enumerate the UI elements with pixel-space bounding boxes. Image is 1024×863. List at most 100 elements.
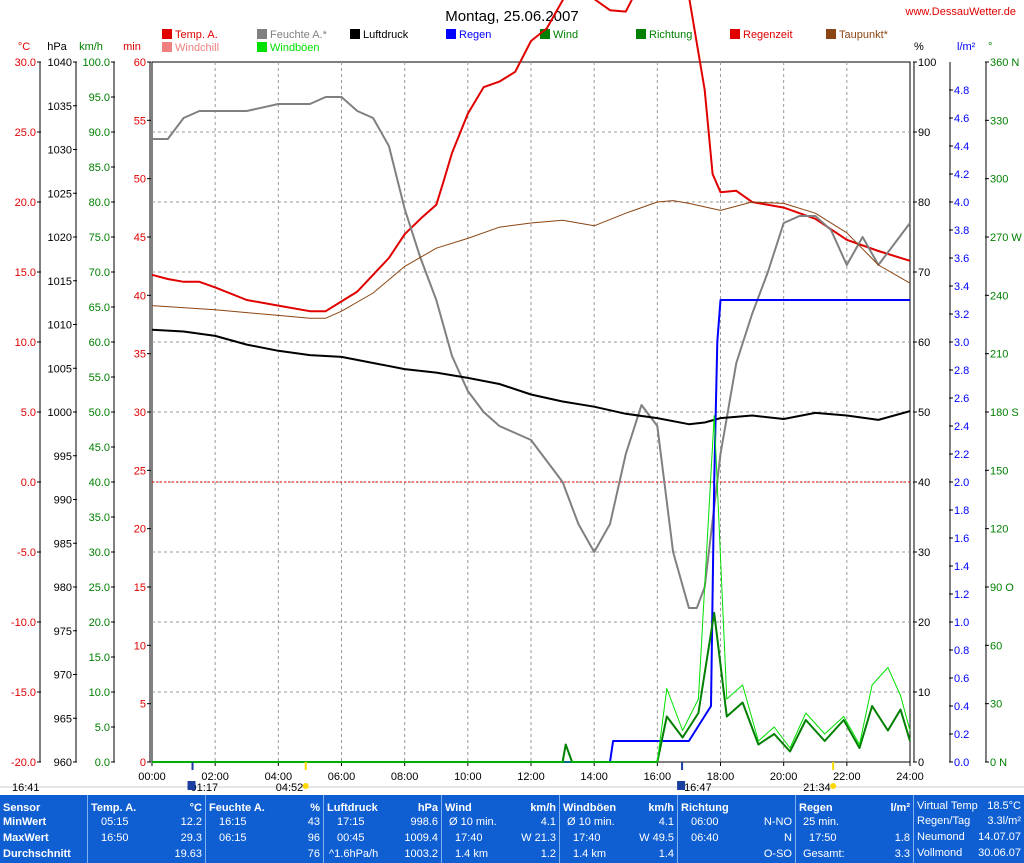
axis-tick-wind: 25.0 [89, 582, 110, 594]
x-tick-label: 00:00 [138, 771, 166, 783]
axis-tick-temp: 15.0 [15, 267, 36, 279]
axis-tick-pressure: 1015 [48, 276, 72, 288]
axis-tick-wind: 60.0 [89, 337, 110, 349]
axis-tick-pressure: 1035 [48, 101, 72, 113]
site-link[interactable]: www.DessauWetter.de [905, 6, 1016, 18]
legend-label: Luftdruck [363, 29, 409, 41]
stats-virtual-temp-label: Virtual Temp [917, 800, 978, 812]
axis-tick-wind: 70.0 [89, 267, 110, 279]
stats-dir-min-time: 06:00 [691, 816, 719, 828]
axis-tick-humidity: 90 [918, 127, 930, 139]
stats-dir-max-time: 06:40 [691, 832, 719, 844]
sun-moon-moonset: 16:41 [12, 782, 40, 794]
axis-tick-wind: 30.0 [89, 547, 110, 559]
stats-full-moon-label: Vollmond [917, 847, 963, 859]
stats-wind: Wind km/h Ø 10 min. 4.1 17:40 W 21.3 1.4 km… [442, 795, 560, 863]
axis-tick-rain: 1.2 [954, 589, 969, 601]
moon-icon [677, 781, 686, 790]
axis-tick-rain: 0.2 [954, 729, 969, 741]
stats-press-max-time: 00:45 [337, 832, 365, 844]
stats-hum-max: 96 [307, 832, 320, 844]
axis-tick-pressure: 1010 [48, 320, 72, 332]
axis-tick-pressure: 1030 [48, 145, 72, 157]
sun-moon-bar: 16:41 01:17 04:52 16:47 21:34 [0, 762, 1024, 794]
stats-temp-title: Temp. A. [91, 802, 137, 814]
axis-tick-wind: 50.0 [89, 407, 110, 419]
axis-tick-minutes: 20 [134, 524, 146, 536]
stats-press-min-time: 17:15 [337, 816, 365, 828]
axis-tick-pressure: 960 [54, 757, 72, 769]
sun-moon-sunset: 21:34 [803, 782, 831, 794]
stats-rain-duration: 25 min. [803, 816, 840, 828]
legend-swatch [162, 42, 172, 52]
axis-tick-temp: 0.0 [21, 477, 36, 489]
axis-tick-minutes: 10 [134, 640, 146, 652]
axis-tick-humidity: 100 [918, 57, 936, 69]
stats-wind-title: Wind [445, 802, 472, 814]
stats-sensor-title: Sensor [3, 802, 41, 814]
stats-wind-avg: 1.2 [540, 848, 556, 860]
x-tick-label: 10:00 [454, 771, 482, 783]
axis-tick-rain: 4.6 [954, 113, 969, 125]
series-luftdruck [151, 328, 911, 426]
axis-tick-direction: 360 N [990, 57, 1019, 69]
stats-extra: Virtual Temp 18.5°C Regen/Tag 3.3l/m² Neum… [914, 795, 1024, 863]
axis-tick-direction: 150 [990, 465, 1008, 477]
sun-moon-moon-event: 16:47 [684, 782, 712, 794]
axis-tick-rain: 1.6 [954, 533, 969, 545]
axis-tick-rain: 4.2 [954, 169, 969, 181]
axis-tick-humidity: 80 [918, 197, 930, 209]
stats-press-max: 1009.4 [404, 832, 438, 844]
axis-tick-rain: 2.0 [954, 477, 969, 489]
axis-tick-wind: 20.0 [89, 617, 110, 629]
axis-tick-pressure: 990 [54, 495, 72, 507]
legend-swatch [350, 29, 360, 39]
axis-tick-direction: 180 S [990, 407, 1019, 419]
sun-moon-moonrise: 01:17 [191, 782, 219, 794]
stats-temp-max: 29.3 [180, 832, 202, 844]
sun-icon [830, 783, 837, 789]
axis-tick-rain: 4.4 [954, 141, 969, 153]
stats-press-avg: 1003.2 [404, 848, 438, 860]
stats-gust-avg10: 4.1 [658, 816, 674, 828]
stats-wind-unit: km/h [530, 802, 556, 814]
axis-tick-minutes: 50 [134, 174, 146, 186]
stats-wind-max-time: 17:40 [455, 832, 483, 844]
x-tick-label: 04:00 [265, 771, 293, 783]
axis-unit-pressure: hPa [47, 41, 67, 53]
axis-unit-minutes: min [123, 41, 141, 53]
weather-chart: Montag, 25.06.2007 www.DessauWetter.de T… [0, 0, 1024, 794]
stats-dir-min: N-NO [763, 816, 792, 828]
stats-rain-unit: l/m² [890, 802, 910, 814]
axis-tick-wind: 5.0 [95, 722, 110, 734]
stats-sensor: Sensor MinWert MaxWert Durchschnitt [0, 795, 88, 863]
stats-panel: Sensor MinWert MaxWert Durchschnitt Temp… [0, 795, 1024, 863]
axis-tick-rain: 0.6 [954, 673, 969, 685]
stats-rain-title: Regen [799, 802, 833, 814]
axis-tick-humidity: 20 [918, 617, 930, 629]
stats-row-avg: Durchschnitt [3, 848, 71, 860]
axis-tick-direction: 30 [990, 699, 1002, 711]
axis-tick-humidity: 50 [918, 407, 930, 419]
series-regen [152, 299, 910, 763]
legend-swatch [730, 29, 740, 39]
stats-press-min: 998.6 [410, 816, 438, 828]
axis-tick-temp: -5.0 [17, 547, 36, 559]
axis-tick-rain: 3.6 [954, 253, 969, 265]
axis-tick-humidity: 30 [918, 547, 930, 559]
axis-tick-wind: 15.0 [89, 652, 110, 664]
legend-swatch [446, 29, 456, 39]
axis-tick-direction: 300 [990, 174, 1008, 186]
legend-label: Regenzeit [743, 29, 793, 41]
stats-hum-avg: 76 [307, 848, 320, 860]
stats-hum-max-time: 06:15 [219, 832, 247, 844]
legend-swatch [257, 42, 267, 52]
axis-tick-rain: 2.4 [954, 421, 969, 433]
stats-rain: Regen l/m² 25 min. 17:50 1.8 Gesamt: 3.3 [796, 795, 914, 863]
legend-swatch [257, 29, 267, 39]
stats-wind-avg10: 4.1 [540, 816, 556, 828]
stats-hum-min-time: 16:15 [219, 816, 247, 828]
axis-unit-rain: l/m² [957, 41, 976, 53]
axis-tick-direction: 240 [990, 290, 1008, 302]
axis-tick-rain: 4.8 [954, 85, 969, 97]
